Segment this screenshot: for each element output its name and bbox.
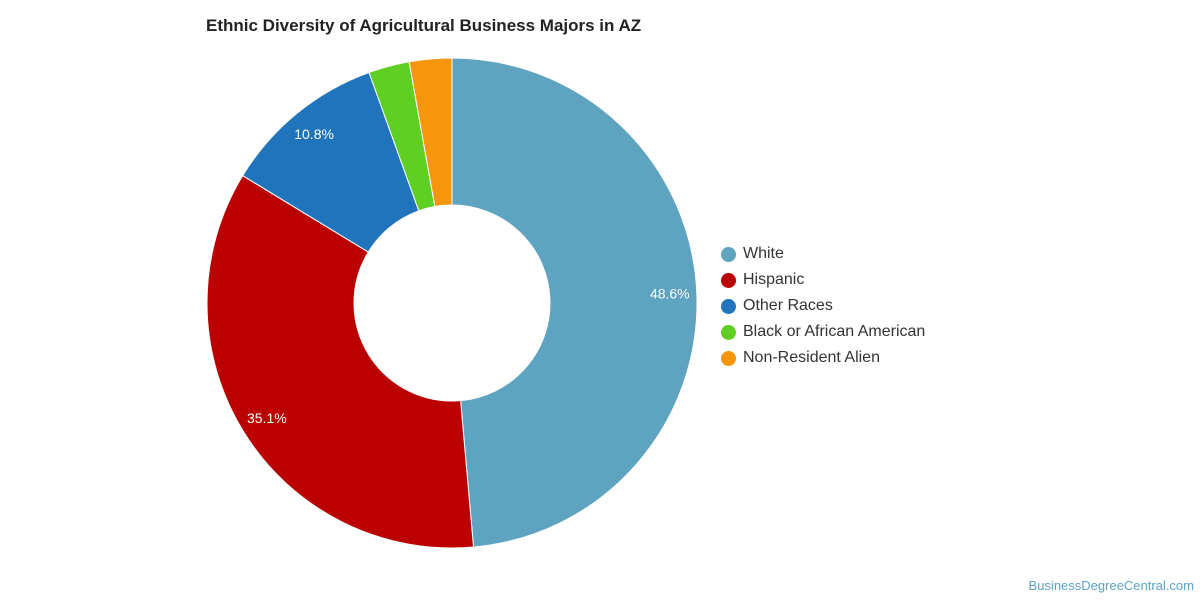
slice-label-other-races: 10.8%	[294, 126, 334, 142]
legend-swatch-icon	[721, 246, 736, 262]
legend-item-non-resident-alien[interactable]: Non-Resident Alien	[721, 345, 925, 371]
legend-swatch-icon	[721, 272, 736, 288]
slice-white[interactable]	[451, 57, 698, 548]
legend-label: Black or African American	[743, 323, 926, 340]
legend-swatch-icon	[721, 324, 736, 340]
legend-item-hispanic[interactable]: Hispanic	[721, 267, 925, 293]
slice-label-white: 48.6%	[650, 285, 690, 301]
donut-chart: 48.6% 35.1% 10.8%	[206, 57, 698, 549]
legend-label: Other Races	[743, 297, 833, 314]
legend-label: White	[743, 245, 784, 262]
slice-non-resident-alien[interactable]	[408, 57, 453, 208]
chart-legend: White Hispanic Other Races Black or African…	[721, 241, 925, 371]
legend-label: Hispanic	[743, 271, 805, 288]
legend-swatch-icon	[721, 350, 736, 366]
legend-item-black-or-african-american[interactable]: Black or African American	[721, 319, 925, 345]
chart-title: Ethnic Diversity of Agricultural Busines…	[206, 16, 642, 35]
legend-label: Non-Resident Alien	[743, 349, 880, 366]
legend-item-white[interactable]: White	[721, 241, 925, 267]
legend-item-other-races[interactable]: Other Races	[721, 293, 925, 319]
legend-swatch-icon	[721, 298, 736, 314]
slice-label-hispanic: 35.1%	[247, 410, 287, 426]
watermark[interactable]: BusinessDegreeCentral.com	[1028, 578, 1194, 593]
slice-hispanic[interactable]	[206, 174, 475, 549]
